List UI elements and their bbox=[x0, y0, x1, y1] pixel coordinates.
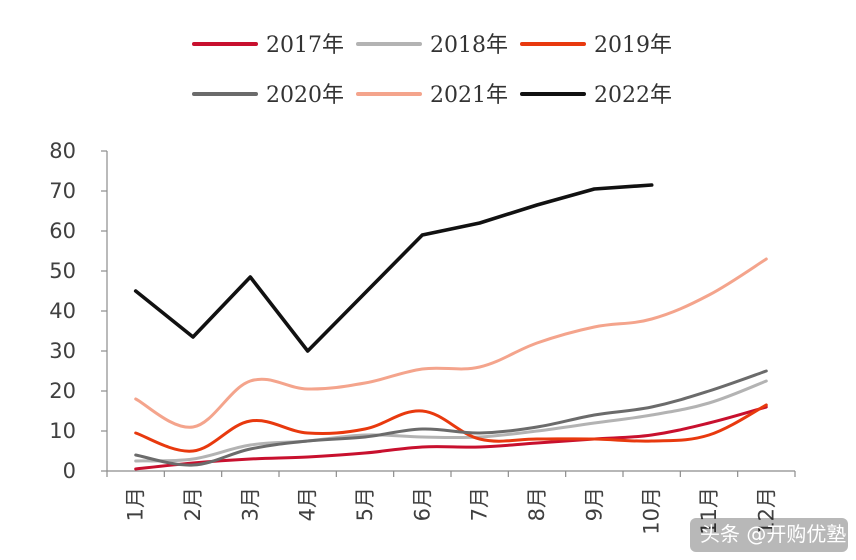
x-tick-label: 4月 bbox=[296, 487, 320, 521]
legend-label: 2020年 bbox=[266, 83, 344, 108]
series-line-2017 bbox=[134, 405, 768, 471]
y-tick-label: 30 bbox=[49, 339, 76, 363]
series-line-2021 bbox=[134, 257, 768, 429]
legend-item-2022: 2022年 bbox=[520, 83, 672, 108]
series-line-2019 bbox=[134, 403, 768, 453]
x-tick-label: 10月 bbox=[640, 487, 664, 535]
series-lines bbox=[133, 183, 768, 471]
legend-label: 2021年 bbox=[430, 83, 508, 108]
legend: 2017年 2018年 2019年 2020年 2021年 2022年 bbox=[192, 33, 672, 108]
x-tick-label: 6月 bbox=[410, 487, 434, 521]
y-tick-label: 20 bbox=[49, 379, 76, 403]
x-tick-label: 2月 bbox=[181, 487, 205, 521]
y-tick-label: 40 bbox=[49, 299, 76, 323]
y-tick-label: 50 bbox=[49, 259, 76, 283]
series-points-2020 bbox=[135, 370, 767, 466]
x-tick-label: 3月 bbox=[238, 487, 262, 521]
legend-label: 2017年 bbox=[266, 33, 344, 58]
axes: 0 10 20 30 40 50 60 70 80 1月 2月 3月 4月 5月 6月 7月 8月 9月 10月 11… bbox=[49, 139, 796, 535]
series-points-2021 bbox=[135, 258, 767, 428]
x-tick-label: 12月 bbox=[754, 487, 778, 535]
legend-item-2020: 2020年 bbox=[192, 83, 344, 108]
x-tick-label: 8月 bbox=[525, 487, 549, 521]
watermark-text: 头条 @开购优塾 bbox=[700, 522, 846, 546]
watermark: 头条 @开购优塾 bbox=[690, 518, 848, 552]
legend-label: 2022年 bbox=[594, 83, 672, 108]
x-tick-label: 7月 bbox=[468, 487, 492, 521]
y-tick-label: 70 bbox=[49, 179, 76, 203]
legend-item-2018: 2018年 bbox=[356, 33, 508, 58]
y-tick-label: 10 bbox=[49, 419, 76, 443]
watermark-backdrop bbox=[690, 518, 848, 552]
series-line-2020 bbox=[134, 369, 768, 467]
series-line-2018 bbox=[134, 379, 768, 463]
legend-label: 2018年 bbox=[430, 33, 508, 58]
x-tick-label: 11月 bbox=[697, 487, 721, 535]
series-line-2022 bbox=[133, 183, 654, 353]
legend-item-2021: 2021年 bbox=[356, 83, 508, 108]
series-points-2018 bbox=[135, 380, 767, 462]
x-tick-label: 1月 bbox=[124, 487, 148, 521]
y-tick-label: 60 bbox=[49, 219, 76, 243]
legend-item-2019: 2019年 bbox=[520, 33, 672, 58]
legend-item-2017: 2017年 bbox=[192, 33, 344, 58]
legend-label: 2019年 bbox=[594, 33, 672, 58]
y-tick-label: 80 bbox=[49, 139, 76, 163]
series-points-2019 bbox=[135, 404, 767, 452]
x-tick-label: 5月 bbox=[353, 487, 377, 521]
x-tick-label: 9月 bbox=[582, 487, 606, 521]
series-points-2022 bbox=[135, 184, 652, 352]
y-tick-label: 0 bbox=[63, 459, 76, 483]
